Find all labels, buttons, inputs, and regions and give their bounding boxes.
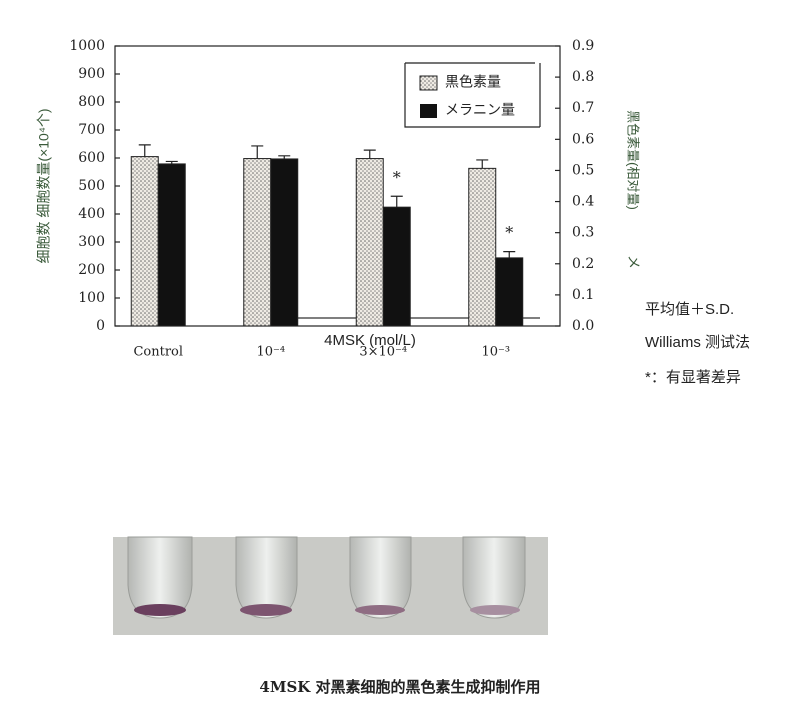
note: *：有显著差异 (645, 369, 741, 386)
tube-photo (113, 536, 548, 635)
y2-tick-label: 0.3 (572, 225, 594, 241)
bar (382, 206, 411, 327)
y-tick-label: 400 (78, 206, 105, 222)
legend-swatch (420, 104, 437, 118)
error-bar (138, 144, 151, 157)
y2-tick-label: 0.7 (572, 100, 594, 116)
y2-tick-label: 0.6 (572, 131, 594, 147)
y-tick-label: 200 (78, 262, 105, 278)
bar (355, 158, 384, 327)
legend: 黒色素量 メラニン量 (404, 62, 541, 128)
error-bar (251, 145, 264, 159)
y2-tick-label: 0.5 (572, 162, 594, 178)
bar (270, 158, 299, 327)
bar (130, 156, 159, 327)
y-axis-title: 细胞数 细胞数量(×10⁴个) (36, 109, 52, 264)
legend-label: メラニン量 (445, 102, 515, 118)
x-tick-label: 10⁻³ (481, 345, 510, 360)
error-bar (363, 149, 376, 159)
y-tick-label: 900 (78, 66, 105, 82)
error-bar (503, 251, 516, 258)
error-bar (476, 159, 489, 169)
caption: 4MSK 对黑素细胞的黑色素生成抑制作用 (259, 678, 540, 696)
y-tick-label: 100 (78, 290, 105, 306)
bar (243, 158, 272, 327)
y-tick-label: 0 (96, 318, 105, 334)
significance-mark: * (505, 223, 513, 242)
y2-tick-label: 0.8 (572, 69, 594, 85)
x-tick-label: 10⁻⁴ (256, 345, 285, 360)
legend-label: 黒色素量 (445, 74, 501, 90)
y2-tick-label: 0.9 (572, 38, 594, 54)
y2-tick-label: 0.0 (572, 318, 594, 334)
note: 平均值＋S.D. (645, 301, 734, 318)
y-tick-label: 500 (78, 178, 105, 194)
y2-tick-label: 0.1 (572, 287, 594, 303)
error-bar (165, 160, 178, 164)
y2-mark: メ (625, 255, 641, 269)
bar (157, 163, 186, 327)
y2-tick-label: 0.2 (572, 256, 594, 272)
x-tick-label: 3×10⁻⁴ (359, 345, 407, 360)
y-tick-label: 300 (78, 234, 105, 250)
legend-swatch (419, 75, 438, 91)
x-axis-title: 4MSK (mol/L) (324, 332, 416, 349)
y2-axis-title: 黑色素量(相对量) (626, 110, 641, 210)
error-bar (278, 155, 291, 159)
y2-tick-label: 0.4 (572, 194, 594, 210)
significance-mark: * (393, 168, 401, 187)
y-tick-label: 700 (78, 122, 105, 138)
x-tick-label: Control (133, 345, 183, 360)
bar (468, 167, 497, 327)
note: Williams 测试法 (645, 334, 750, 351)
y-tick-label: 1000 (69, 38, 105, 54)
y-tick-label: 800 (78, 94, 105, 110)
error-bar (390, 195, 403, 208)
bar (495, 257, 524, 327)
y-tick-label: 600 (78, 150, 105, 166)
legend-frame (404, 62, 541, 128)
